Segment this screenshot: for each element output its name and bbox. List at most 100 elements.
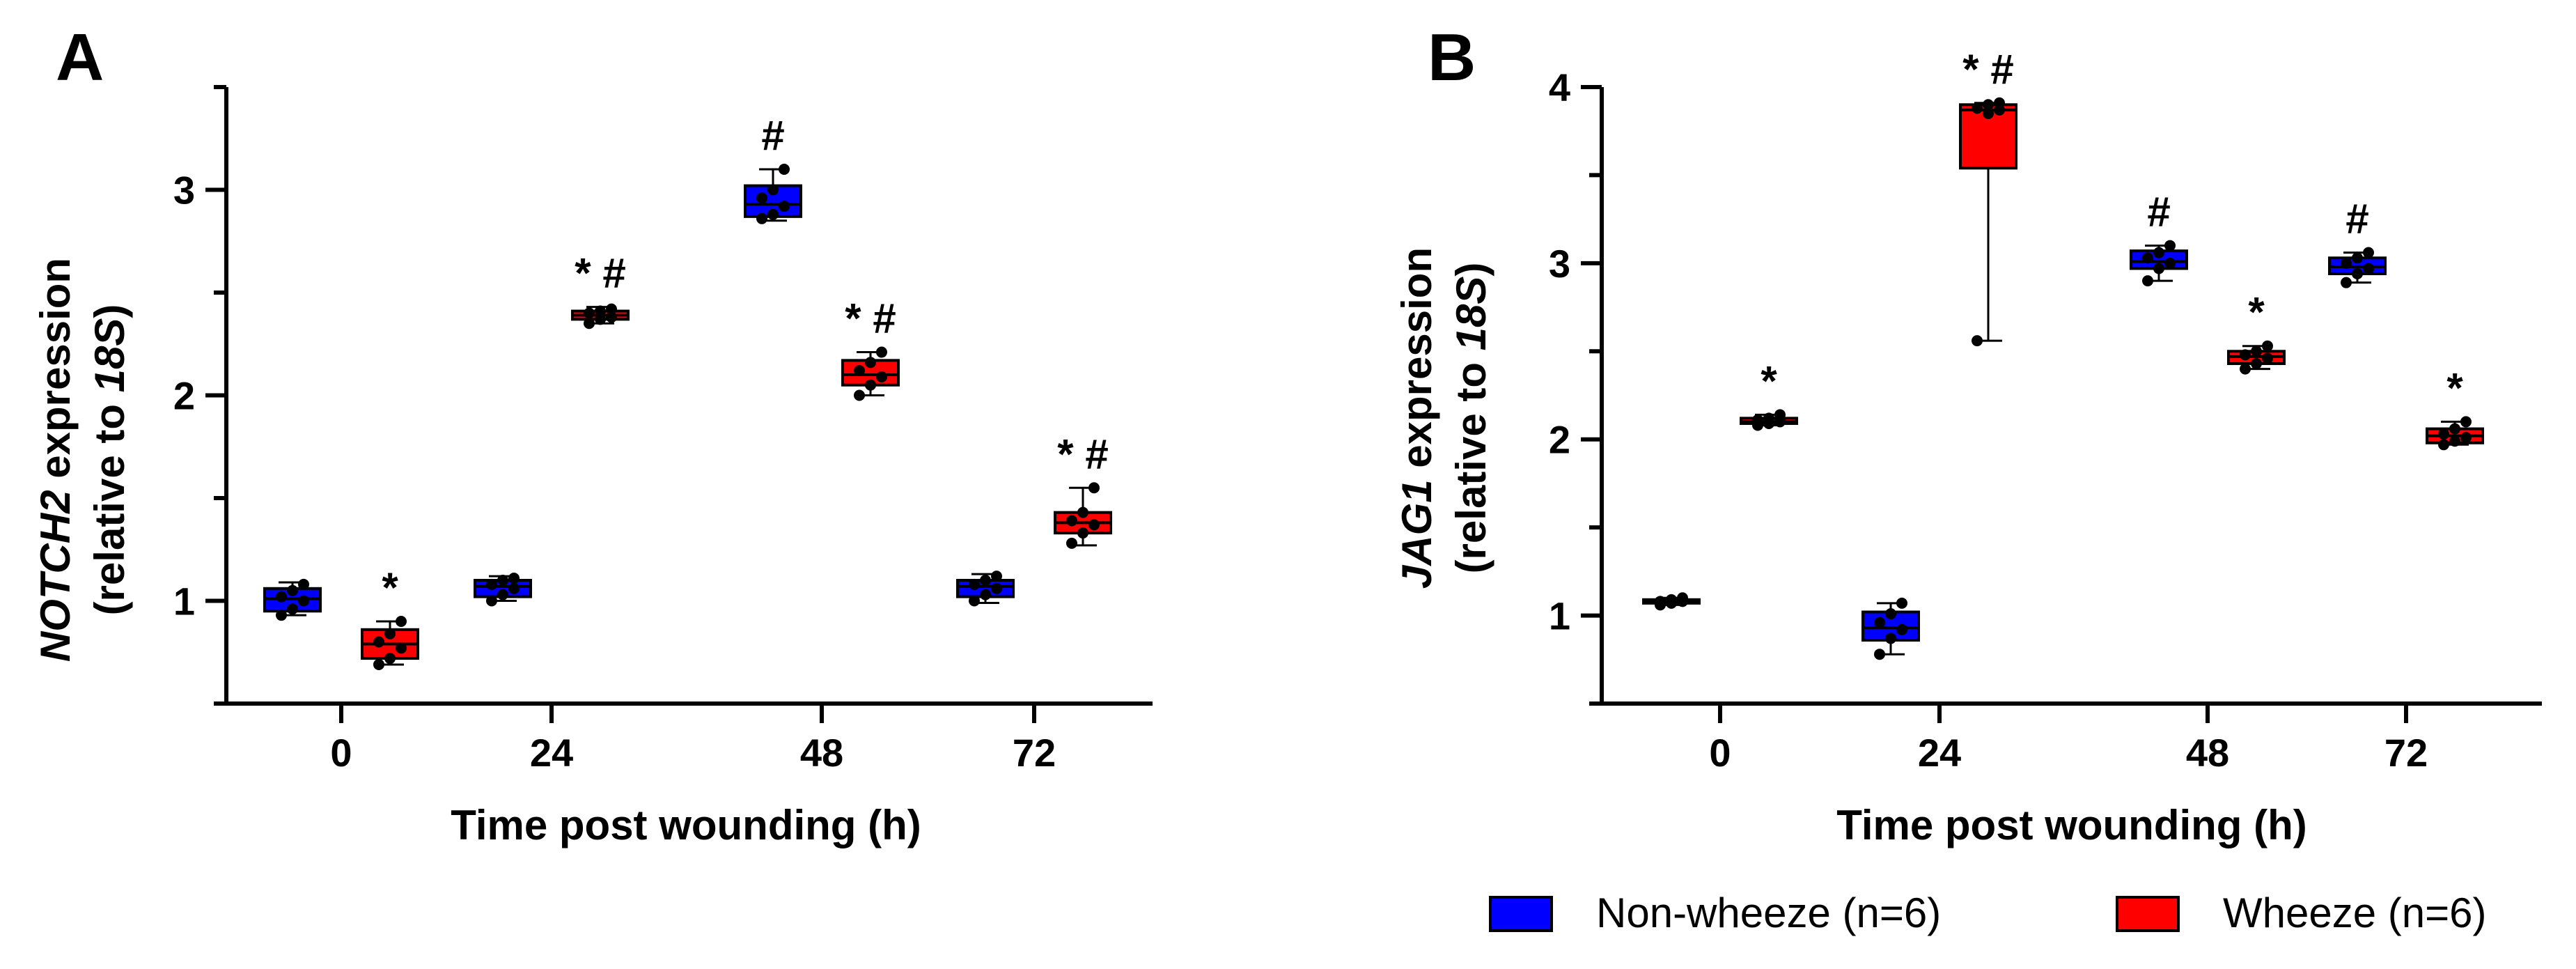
legend-label-wheeze: Wheeze (n=6) (2223, 890, 2487, 936)
panel-b-letter: B (1428, 20, 1476, 95)
data-point (606, 311, 617, 323)
data-point (298, 578, 309, 590)
data-point (486, 595, 497, 607)
panel-a-box-wheeze-0: * (361, 564, 419, 670)
legend-swatch-non-wheeze (1489, 896, 1553, 932)
data-point (396, 616, 407, 627)
data-point (508, 582, 520, 594)
panel-a-ylabel-rest: expression (32, 258, 79, 490)
data-point (1885, 633, 1896, 644)
data-point (1763, 412, 1774, 424)
svg-text:(relative to 18S): (relative to 18S) (86, 304, 133, 616)
data-point (2460, 416, 2472, 428)
data-point (1066, 515, 1077, 527)
panel-a-box-wheeze-48: * # (841, 295, 900, 401)
panel-b-x-tick-label: 48 (2186, 731, 2229, 775)
panel-a-y-tick-label: 3 (173, 169, 195, 212)
data-point (2262, 352, 2273, 364)
panel-b-x-tick-label: 24 (1918, 731, 1961, 775)
data-point (584, 318, 595, 330)
panel-b-ylabel-gene: JAG1 (1394, 479, 1440, 589)
data-point (779, 201, 790, 212)
significance-annotation: # (2345, 196, 2368, 242)
data-point (595, 313, 606, 325)
data-point (2164, 240, 2176, 251)
data-point (1972, 335, 1983, 347)
significance-annotation: * # (845, 295, 896, 342)
panel-b-box-non-wheeze-48: # (2130, 189, 2188, 287)
significance-annotation: # (2147, 189, 2170, 235)
data-point (508, 573, 520, 584)
panel-a-y-tick-label: 2 (173, 374, 195, 418)
panel-b-ylabel-line2-prefix: (relative to (1448, 350, 1494, 573)
data-point (2438, 428, 2449, 440)
panel-a-x-tick-label: 24 (530, 731, 573, 775)
panel-a-box-non-wheeze-24 (474, 573, 532, 607)
significance-annotation: * # (575, 250, 625, 297)
svg-text:JAG1 expression: JAG1 expression (1394, 247, 1440, 589)
data-point (486, 578, 497, 590)
data-point (767, 208, 779, 220)
data-point (756, 192, 767, 204)
data-point (2240, 363, 2251, 375)
data-point (1655, 596, 1666, 607)
data-point (497, 575, 508, 586)
significance-annotation: * (1761, 357, 1777, 404)
legend: Non-wheeze (n=6) Wheeze (n=6) (1489, 890, 2487, 936)
data-point (2449, 423, 2460, 435)
panel-b-y-tick-label: 3 (1549, 242, 1570, 286)
panel-a-y-tick-label: 1 (173, 580, 195, 623)
data-point (373, 636, 384, 648)
svg-text:(relative to 18S): (relative to 18S) (1448, 263, 1494, 574)
data-point (1677, 592, 1688, 604)
data-point (876, 346, 887, 358)
data-point (969, 595, 980, 607)
panel-b-box-wheeze-72: * (2426, 364, 2484, 451)
data-point (1077, 527, 1088, 539)
data-point (854, 365, 865, 377)
data-point (2363, 247, 2374, 258)
panel-b-ylabel-rest: expression (1394, 247, 1440, 480)
panel-a-ylabel-line2-suffix: ) (86, 304, 133, 318)
data-point (854, 389, 865, 401)
data-point (384, 628, 396, 639)
data-point (2251, 346, 2262, 357)
significance-annotation: * # (1962, 46, 2013, 93)
data-point (980, 589, 991, 600)
panel-a-box-wheeze-72: * # (1054, 431, 1112, 549)
panel-a-y-axis-title: NOTCH2 expression (relative to 18S) (32, 258, 133, 662)
data-point (1088, 482, 1100, 494)
data-point (276, 591, 287, 603)
panel-a-box-non-wheeze-0 (263, 578, 322, 621)
data-point (2352, 268, 2363, 280)
data-point (2363, 263, 2374, 274)
data-point (287, 603, 298, 615)
legend-label-non-wheeze: Non-wheeze (n=6) (1596, 890, 1941, 936)
data-point (991, 571, 1002, 582)
data-point (1874, 617, 1885, 628)
data-point (1077, 506, 1088, 518)
data-point (2251, 357, 2262, 369)
data-point (2153, 247, 2164, 258)
panel-b-box-non-wheeze-0 (1642, 592, 1701, 611)
data-point (2153, 263, 2164, 274)
data-point (373, 658, 384, 670)
panel-b-y-axis-title: JAG1 expression (relative to 18S) (1394, 247, 1494, 589)
data-point (865, 357, 876, 369)
data-point (767, 184, 779, 196)
data-point (2341, 277, 2352, 288)
data-point (865, 379, 876, 391)
panel-a-box-non-wheeze-72 (956, 571, 1015, 607)
data-point (2240, 349, 2251, 361)
data-point (1896, 623, 1907, 635)
panel-a-x-tick-label: 72 (1013, 731, 1056, 775)
panel-b: B 1 2 3 4 0 24 48 72 # # * * # * * Time post wounding… (1394, 20, 2542, 848)
data-point (1983, 107, 1994, 119)
data-point (595, 305, 606, 317)
data-point (276, 610, 287, 621)
data-point (876, 371, 887, 382)
data-point (1885, 608, 1896, 620)
panel-b-ylabel-line2-suffix: ) (1448, 263, 1494, 277)
panel-b-y-tick-label: 1 (1549, 594, 1570, 638)
